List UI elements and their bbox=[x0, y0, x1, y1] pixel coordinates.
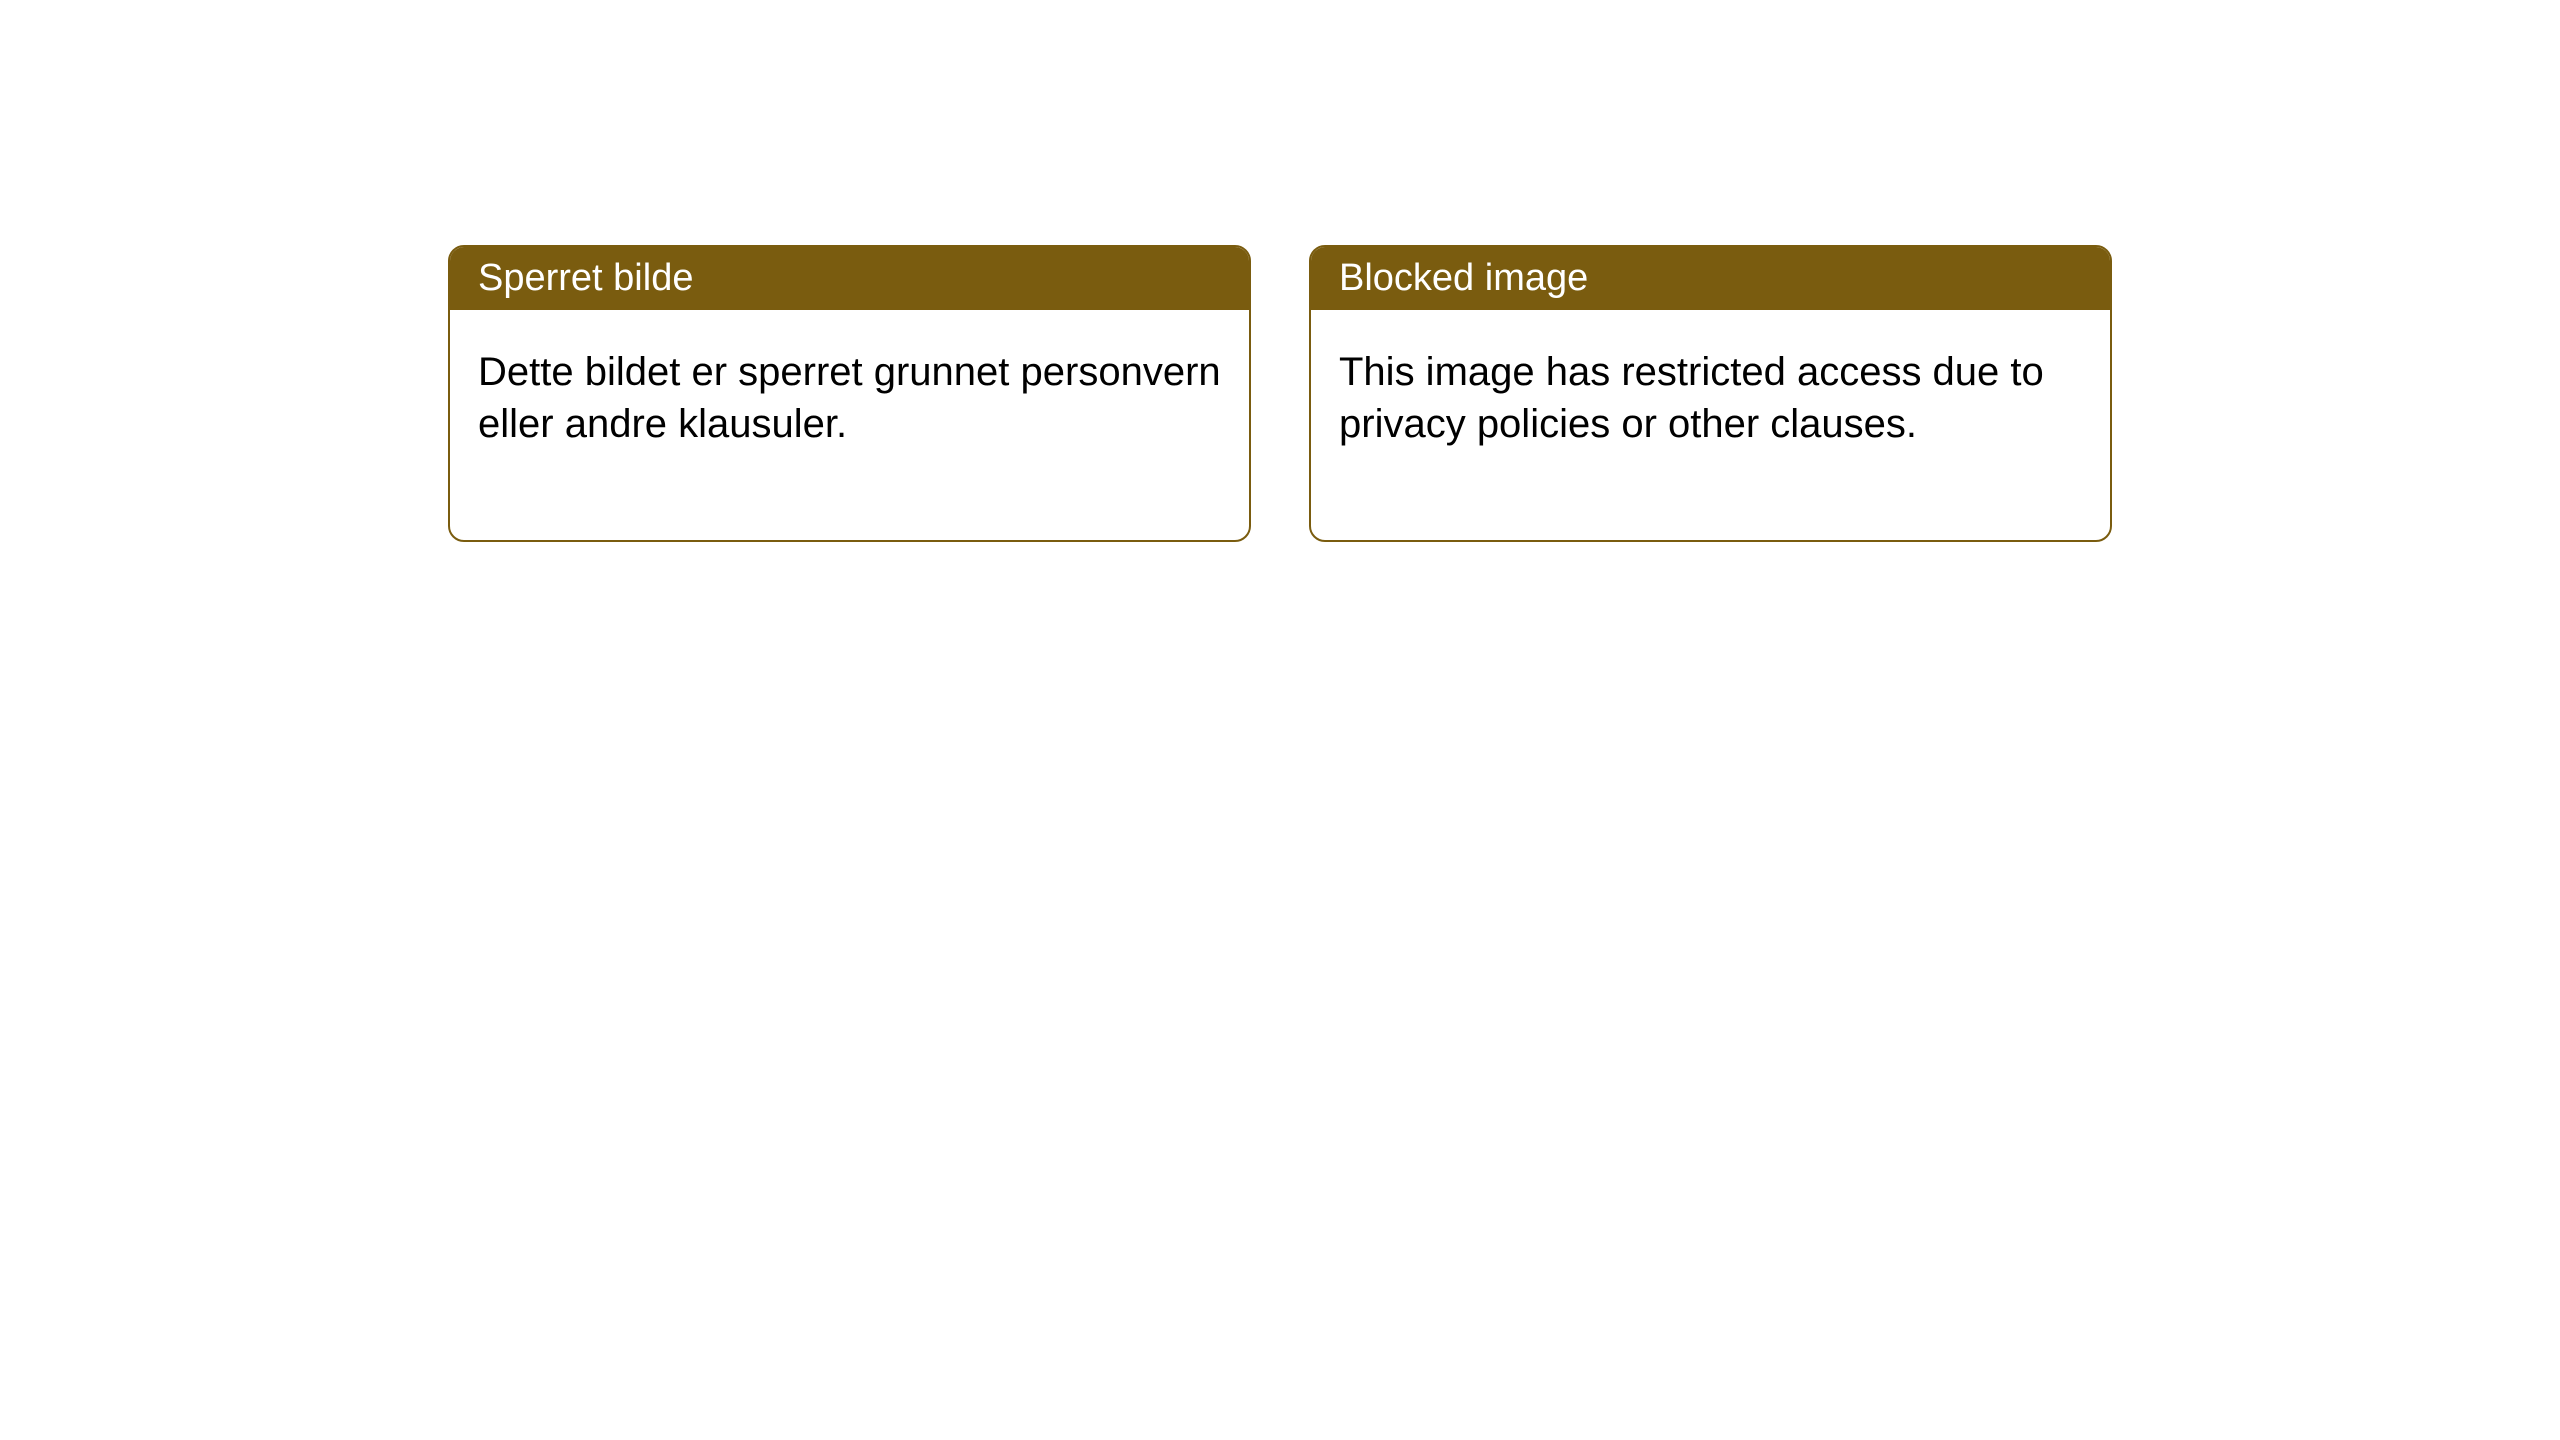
notice-card-norwegian: Sperret bilde Dette bildet er sperret gr… bbox=[448, 245, 1251, 542]
notice-title: Sperret bilde bbox=[478, 257, 693, 299]
notice-cards-container: Sperret bilde Dette bildet er sperret gr… bbox=[448, 245, 2112, 542]
notice-body-text: This image has restricted access due to … bbox=[1339, 350, 2044, 446]
notice-body-text: Dette bildet er sperret grunnet personve… bbox=[478, 350, 1221, 446]
notice-card-body: This image has restricted access due to … bbox=[1311, 310, 2110, 540]
notice-title: Blocked image bbox=[1339, 257, 1588, 299]
notice-card-english: Blocked image This image has restricted … bbox=[1309, 245, 2112, 542]
notice-card-body: Dette bildet er sperret grunnet personve… bbox=[450, 310, 1249, 540]
notice-card-header: Blocked image bbox=[1311, 247, 2110, 310]
notice-card-header: Sperret bilde bbox=[450, 247, 1249, 310]
